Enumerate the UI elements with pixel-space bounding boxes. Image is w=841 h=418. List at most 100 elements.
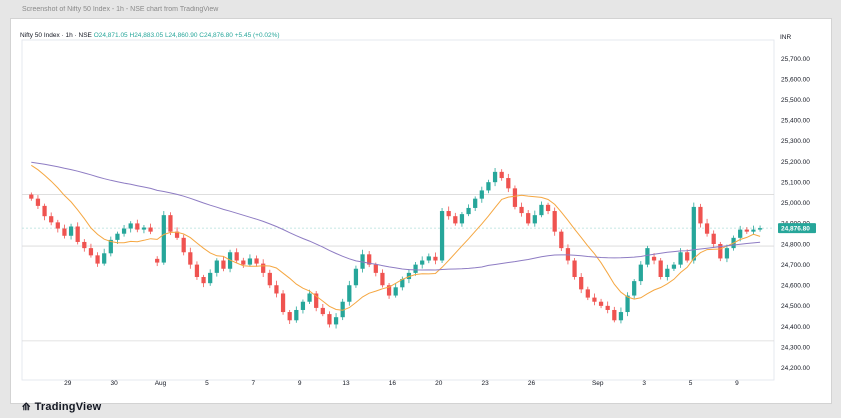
candle-body (499, 171, 504, 179)
candle-body (605, 305, 610, 310)
candle-body (135, 223, 140, 230)
y-tick-label: 24,400.00 (781, 324, 810, 331)
last-price-tag (778, 223, 816, 234)
y-tick-label: 25,000.00 (781, 200, 810, 207)
candle-body (121, 228, 127, 234)
candle-body (82, 241, 87, 249)
candle-body (102, 253, 107, 264)
candle-body (55, 222, 60, 229)
candle-body (201, 276, 206, 284)
candle-body (386, 285, 392, 296)
candle-body (406, 272, 412, 280)
candle-body (598, 301, 604, 306)
candle-body (486, 182, 491, 191)
candle-body (267, 272, 272, 286)
candle-body (181, 237, 186, 253)
candle-body (757, 228, 763, 230)
y-tick-label: 24,700.00 (781, 262, 810, 269)
slow-moving-average-line (31, 161, 761, 271)
candle-body (347, 285, 352, 302)
y-tick-label: 25,500.00 (781, 97, 810, 104)
y-tick-label: 25,100.00 (781, 179, 810, 186)
candle-body (88, 248, 94, 256)
candle-body (539, 204, 544, 216)
candle-body (108, 239, 113, 254)
candle-body (221, 260, 226, 269)
candle-body (479, 190, 484, 199)
x-tick-label: Aug (155, 380, 167, 387)
candle-body (724, 248, 730, 259)
x-tick-label: 23 (482, 380, 490, 387)
candle-body (751, 229, 756, 232)
candle-body (327, 314, 332, 325)
candle-body (340, 301, 345, 318)
tradingview-watermark: ⟰ TradingView (22, 401, 101, 413)
candle-body (426, 256, 431, 261)
legend-change: +5.45 (+0.02%) (234, 32, 280, 39)
y-tick-label: 25,200.00 (781, 159, 810, 166)
candle-body (526, 213, 531, 224)
x-tick-label: 7 (251, 380, 255, 387)
candle-body (367, 254, 372, 265)
candle-body (234, 252, 239, 261)
candle-body (62, 228, 67, 236)
candle-body (148, 227, 153, 232)
candle-body (75, 226, 80, 242)
watermark-text: TradingView (34, 401, 102, 413)
candle-body (439, 211, 445, 261)
candle-body (29, 194, 34, 199)
symbol-legend: Nifty 50 Index · 1h · NSE O24,871.05 H24… (20, 32, 280, 39)
candle-body (711, 233, 716, 245)
candle-body (380, 272, 385, 286)
candle-body (241, 260, 246, 265)
candle-body (453, 216, 458, 224)
candle-body (168, 215, 173, 232)
y-tick-label: 24,300.00 (781, 344, 810, 351)
candle-body (738, 229, 743, 238)
candle-body (698, 206, 703, 224)
y-tick-label: 24,800.00 (781, 241, 810, 248)
x-tick-label: 9 (298, 380, 302, 387)
candle-body (744, 229, 749, 232)
y-tick-label: 24,500.00 (781, 303, 810, 310)
candle-body (420, 260, 425, 265)
candle-body (49, 216, 54, 223)
candle-body (128, 223, 133, 229)
candle-body (35, 198, 41, 206)
fast-moving-average-line (31, 164, 761, 311)
x-tick-label: 5 (689, 380, 693, 387)
candle-body (632, 281, 637, 296)
y-tick-label: 25,600.00 (781, 76, 810, 83)
legend-symbol: Nifty 50 Index · 1h · NSE (20, 32, 92, 39)
x-tick-label: Sep (592, 380, 604, 387)
candle-body (95, 255, 100, 264)
candle-body (333, 317, 339, 325)
chart-caption: Screenshot of Nifty 50 Index - 1h - NSE … (22, 6, 219, 13)
candle-body (42, 205, 47, 217)
y-tick-label: 25,300.00 (781, 138, 810, 145)
x-tick-label: 13 (342, 380, 350, 387)
candle-body (618, 312, 624, 321)
currency-label: INR (780, 34, 792, 41)
candle-body (141, 227, 147, 230)
x-tick-label: 26 (528, 380, 536, 387)
x-tick-label: 5 (205, 380, 209, 387)
candle-body (665, 268, 670, 277)
candle-body (294, 309, 299, 321)
candle-body (413, 264, 418, 273)
candle-body (572, 260, 577, 277)
candle-body (519, 206, 524, 214)
candle-body (247, 258, 253, 265)
candle-body (254, 258, 259, 264)
candle-body (174, 231, 180, 238)
candle-body (492, 171, 498, 183)
plot-border (21, 39, 775, 381)
candle-body (552, 211, 557, 232)
candle-body (625, 295, 630, 313)
legend-close: C24,876.80 (199, 32, 233, 39)
legend-open: O24,871.05 (93, 32, 128, 39)
candle-body (188, 252, 193, 265)
candle-body (400, 279, 405, 288)
candle-body (585, 289, 590, 298)
